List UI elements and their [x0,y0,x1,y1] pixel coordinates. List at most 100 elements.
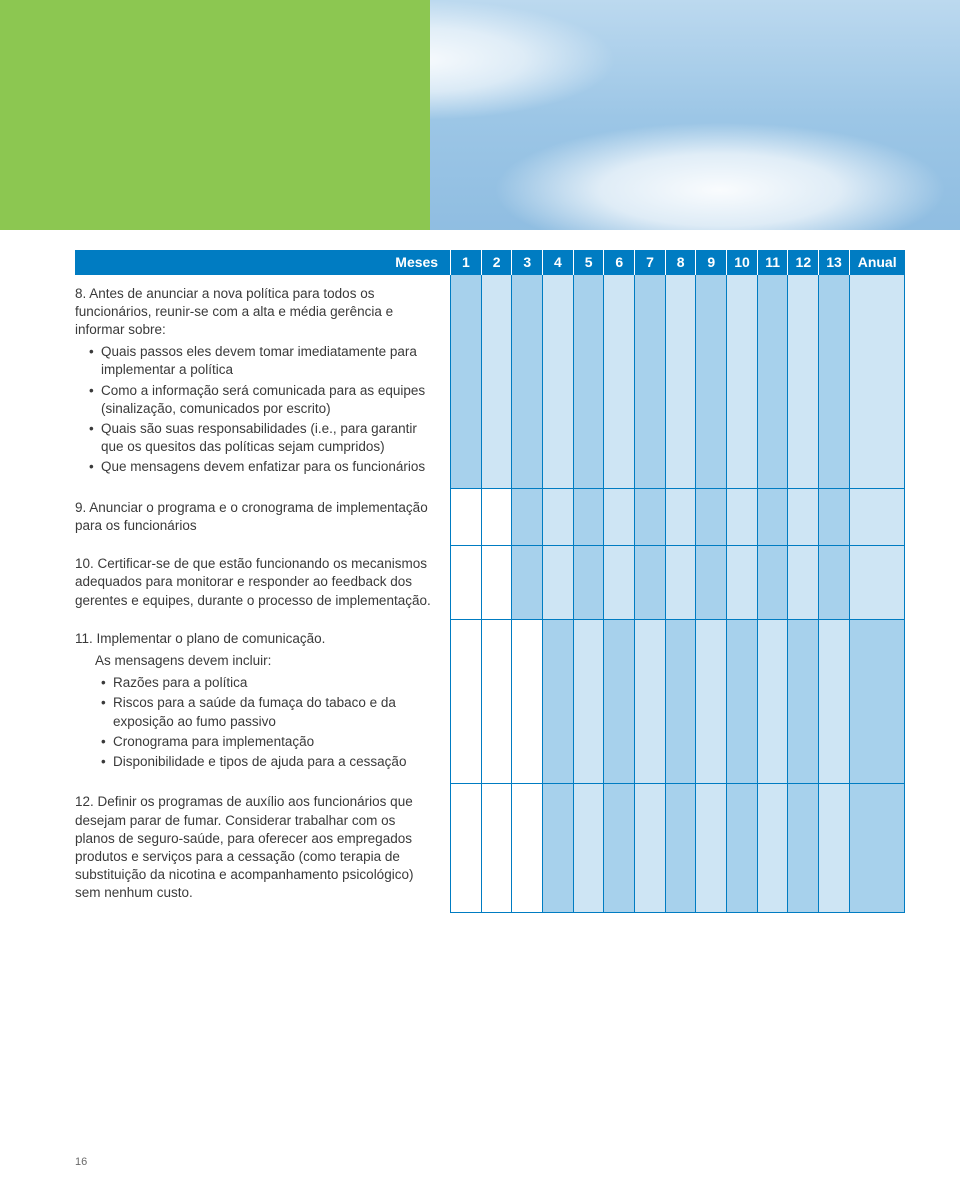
header-month: 8 [665,250,696,275]
month-cell [727,489,758,545]
month-cell [635,783,666,912]
month-cell [696,783,727,912]
annual-cell [849,489,904,545]
month-cell [481,783,512,912]
month-cell [512,783,543,912]
month-cell [665,545,696,620]
month-cell [573,275,604,489]
item-lead: Implementar o plano de comunicação. [97,631,326,646]
month-cell [512,275,543,489]
month-cell [481,545,512,620]
annual-cell [849,783,904,912]
month-cell [727,620,758,784]
month-cell [696,489,727,545]
bullet-list: Quais passos eles devem tomar imediatame… [75,343,434,477]
row-text: 11. Implementar o plano de comunicação. A… [75,620,451,784]
month-cell [512,545,543,620]
month-cell [788,545,819,620]
row-text: 12. Definir os programas de auxílio aos … [75,783,451,912]
month-cell [788,489,819,545]
month-cell [727,545,758,620]
bullet-item: Disponibilidade e tipos de ajuda para a … [101,753,434,771]
month-cell [757,545,788,620]
table-header-row: Meses 1 2 3 4 5 6 7 8 9 10 11 12 13 Anua… [75,250,905,275]
green-tab [0,0,430,230]
month-cell [573,783,604,912]
month-cell [573,620,604,784]
month-cell [543,275,574,489]
month-cell [451,545,482,620]
bullet-item: Riscos para a saúde da fumaça do tabaco … [101,694,434,730]
month-cell [635,489,666,545]
bullet-item: Cronograma para implementação [101,733,434,751]
bullet-item: Razões para a política [101,674,434,692]
header-month: 9 [696,250,727,275]
month-cell [481,489,512,545]
month-cell [543,783,574,912]
header-month: 5 [573,250,604,275]
table-row: 9. Anunciar o programa e o cronograma de… [75,489,905,545]
month-cell [696,545,727,620]
item-subpara: As mensagens devem incluir: [95,652,434,670]
month-cell [665,489,696,545]
table-row: 12. Definir os programas de auxílio aos … [75,783,905,912]
header-month: 2 [481,250,512,275]
header-month: 3 [512,250,543,275]
month-cell [819,783,850,912]
month-cell [573,489,604,545]
page-content: Meses 1 2 3 4 5 6 7 8 9 10 11 12 13 Anua… [0,230,960,1196]
month-cell [604,275,635,489]
month-cell [573,545,604,620]
item-number: 8. [75,286,89,301]
month-cell [819,545,850,620]
annual-cell [849,620,904,784]
bullet-item: Que mensagens devem enfatizar para os fu… [89,458,434,476]
month-cell [696,275,727,489]
month-cell [451,783,482,912]
month-cell [819,620,850,784]
header-month: 13 [819,250,850,275]
schedule-table: Meses 1 2 3 4 5 6 7 8 9 10 11 12 13 Anua… [75,250,905,913]
bullet-item: Quais são suas responsabilidades (i.e., … [89,420,434,456]
row-text: 8. Antes de anunciar a nova política par… [75,275,451,489]
item-lead: Definir os programas de auxílio aos func… [75,794,413,900]
bullet-list: Razões para a política Riscos para a saúd… [75,674,434,771]
table-row: 11. Implementar o plano de comunicação. A… [75,620,905,784]
month-cell [451,275,482,489]
header-month: 6 [604,250,635,275]
month-cell [604,489,635,545]
month-cell [451,489,482,545]
month-cell [543,545,574,620]
month-cell [481,275,512,489]
month-cell [757,275,788,489]
month-cell [635,620,666,784]
table-row: 8. Antes de anunciar a nova política par… [75,275,905,489]
month-cell [665,275,696,489]
month-cell [665,620,696,784]
row-text: 10. Certificar-se de que estão funcionan… [75,545,451,620]
table-row: 10. Certificar-se de que estão funcionan… [75,545,905,620]
month-cell [481,620,512,784]
annual-cell [849,275,904,489]
annual-cell [849,545,904,620]
month-cell [819,489,850,545]
item-lead: Antes de anunciar a nova política para t… [75,286,393,337]
bullet-item: Quais passos eles devem tomar imediatame… [89,343,434,379]
month-cell [757,783,788,912]
month-cell [696,620,727,784]
item-number: 11. [75,631,97,646]
month-cell [635,545,666,620]
page-number: 16 [75,1156,87,1168]
header-month: 10 [727,250,758,275]
header-meses: Meses [75,250,451,275]
month-cell [757,489,788,545]
header-annual: Anual [849,250,904,275]
month-cell [665,783,696,912]
header-month: 12 [788,250,819,275]
month-cell [604,783,635,912]
month-cell [543,620,574,784]
item-number: 9. [75,500,89,515]
item-lead: Anunciar o programa e o cronograma de im… [75,500,428,533]
month-cell [604,620,635,784]
month-cell [788,275,819,489]
